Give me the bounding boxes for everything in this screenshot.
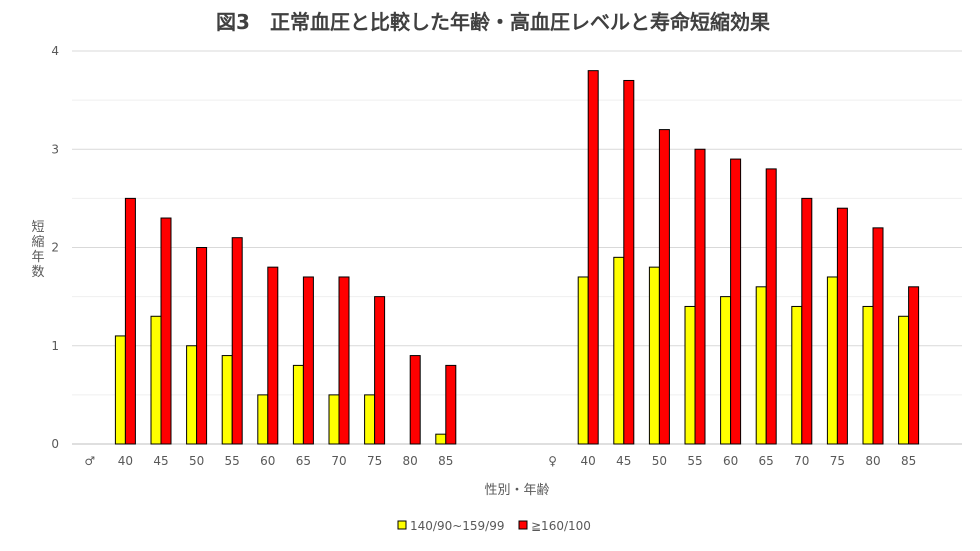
bar-series1: [221, 355, 233, 445]
sex-group-label: ♀: [548, 454, 557, 468]
x-tick-label: 50: [189, 454, 204, 468]
x-tick-label: 45: [616, 454, 631, 468]
x-tick-label: 65: [296, 454, 311, 468]
bar-series1: [186, 345, 198, 445]
x-tick-label: 60: [260, 454, 275, 468]
x-tick-label: 55: [225, 454, 240, 468]
bar-series1: [577, 276, 589, 445]
bar-series1: [435, 433, 447, 445]
x-tick-label: 55: [687, 454, 702, 468]
y-tick-label: 0: [51, 437, 59, 451]
bar-series2: [908, 286, 920, 445]
bar-series2: [409, 355, 421, 445]
x-tick-label: 50: [652, 454, 667, 468]
bar-series1: [292, 364, 304, 445]
bar-series2: [623, 79, 635, 445]
bar-series2: [267, 266, 279, 445]
bar-series1: [328, 394, 340, 445]
y-tick-label: 2: [51, 241, 59, 255]
x-tick-label: 40: [118, 454, 133, 468]
bar-series2: [160, 217, 172, 445]
bar-series2: [374, 296, 386, 445]
bar-series2: [124, 197, 136, 445]
bars: [114, 70, 920, 445]
bar-series2: [445, 364, 457, 445]
sex-group-label: ♂: [84, 454, 95, 468]
bar-series2: [765, 168, 777, 445]
chart-title: 図3 正常血圧と比較した年齢・高血圧レベルと寿命短縮効果: [216, 10, 770, 34]
x-tick-label: 85: [901, 454, 916, 468]
y-axis-label-char: 数: [31, 265, 44, 280]
x-tick-label: 70: [794, 454, 809, 468]
y-axis-label-char: 短: [31, 220, 44, 235]
bar-series1: [826, 276, 838, 445]
y-axis-label-char: 縮: [31, 234, 44, 250]
bar-series1: [648, 266, 660, 445]
bar-series1: [862, 305, 874, 445]
bar-series2: [730, 158, 742, 445]
legend-label: 140/90~159/99: [410, 519, 505, 533]
bar-series1: [150, 315, 162, 445]
bar-series1: [755, 286, 767, 445]
gridlines: [72, 50, 962, 445]
bar-series2: [658, 129, 670, 445]
bar-series2: [338, 276, 350, 445]
x-tick-label: 65: [759, 454, 774, 468]
y-tick-label: 1: [51, 339, 59, 353]
x-axis-label: 性別・年齢: [484, 483, 549, 498]
legend: 140/90~159/99 ≧160/100: [397, 519, 591, 533]
bar-series2: [801, 197, 813, 445]
bar-series1: [898, 315, 910, 445]
bar-series1: [364, 394, 376, 445]
x-tick-label: 85: [438, 454, 453, 468]
bar-series2: [196, 247, 208, 445]
x-tick-label: 40: [581, 454, 596, 468]
bar-series1: [613, 256, 625, 445]
bar-series1: [257, 394, 269, 445]
y-tick-label: 4: [51, 44, 59, 58]
y-axis-ticks: 0 1 2 3 4: [51, 44, 59, 451]
bar-series2: [872, 227, 884, 445]
x-tick-label: 75: [367, 454, 382, 468]
bar-series1: [720, 296, 732, 445]
bar-series1: [684, 305, 696, 445]
y-tick-label: 3: [51, 142, 59, 156]
bar-series1: [114, 335, 126, 445]
x-tick-label: 70: [331, 454, 346, 468]
x-tick-label: 80: [403, 454, 418, 468]
x-tick-label: 80: [865, 454, 880, 468]
x-tick-label: 60: [723, 454, 738, 468]
x-tick-label: 75: [830, 454, 845, 468]
bar-series2: [587, 70, 599, 445]
x-axis-ticks: ♂ 40 45 50 55 60 65 70 75 80 85 ♀ 40 45 50 55 60 65 70 75 80…: [84, 454, 916, 468]
y-axis-label-char: 年: [31, 250, 44, 265]
bar-series1: [791, 305, 803, 445]
bar-series2: [836, 207, 848, 445]
legend-swatch: [518, 520, 528, 530]
bar-series2: [302, 276, 314, 445]
legend-swatch: [397, 520, 407, 530]
legend-label: ≧160/100: [531, 519, 591, 533]
bar-series2: [231, 237, 243, 445]
bar-series2: [694, 148, 706, 445]
x-tick-label: 45: [153, 454, 168, 468]
